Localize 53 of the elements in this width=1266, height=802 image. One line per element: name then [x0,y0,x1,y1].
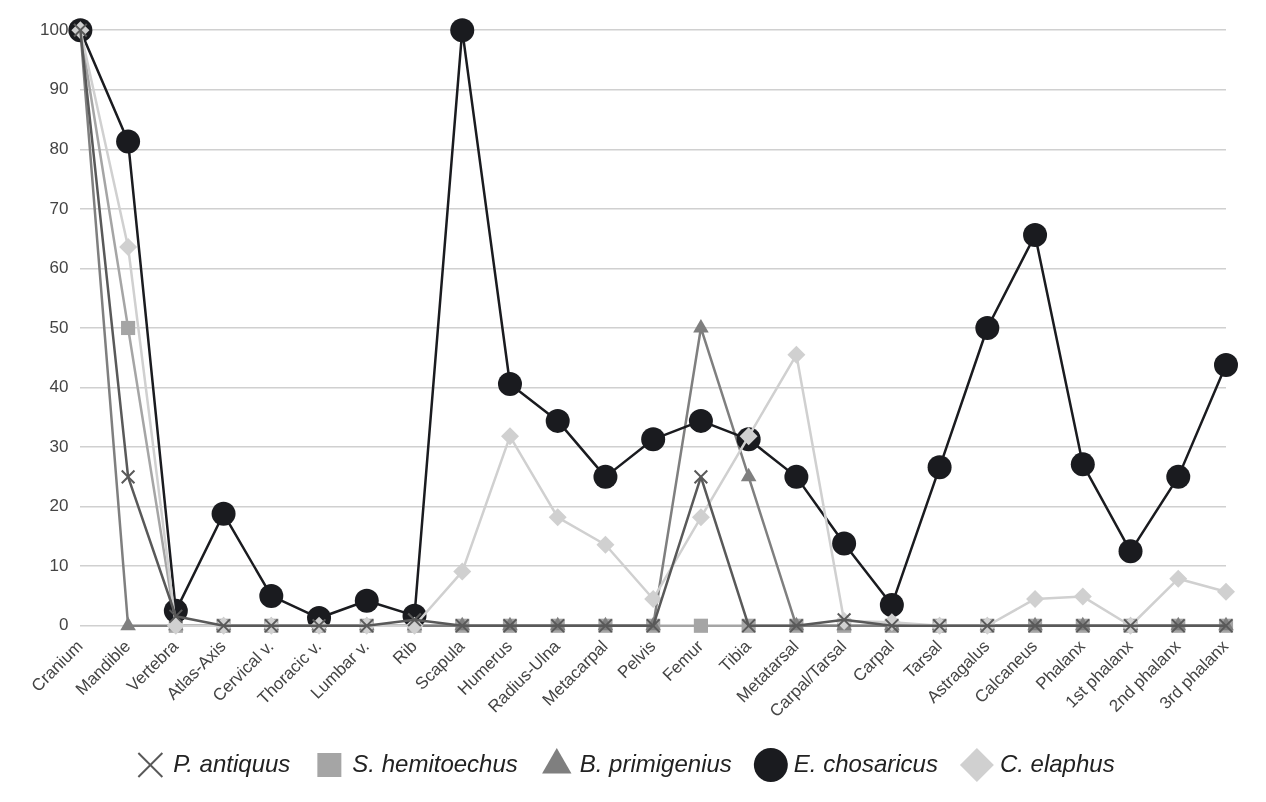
point [1169,569,1188,588]
point [116,129,141,154]
y-tick-label: 10 [49,555,69,575]
point [119,237,138,256]
point [693,469,709,485]
y-tick-label: 100 [39,19,69,39]
legend-label: P. antiquus [173,749,291,777]
point [1217,582,1235,601]
y-tick-label: 20 [49,496,69,516]
point [1166,464,1191,489]
point [450,18,475,43]
point [693,618,708,633]
point [1070,452,1095,477]
y-tick-label: 30 [49,436,69,456]
legend-label: S. hemitoechus [352,749,518,777]
point [1026,589,1045,608]
y-tick-label: 80 [49,139,69,158]
point [832,531,857,556]
point [644,589,663,608]
point [497,371,522,396]
legend-label: B. primigenius [579,749,732,777]
point [787,345,806,364]
y-tick-label: 90 [49,79,69,99]
point [641,427,666,452]
point [593,464,618,489]
point [1118,539,1143,564]
point [453,562,472,581]
point [1214,352,1238,377]
point [120,469,136,485]
point [688,408,713,433]
point [545,408,570,433]
y-tick-label: 40 [49,377,69,397]
point [500,427,519,446]
point [121,320,136,336]
point [691,508,710,527]
point [211,501,236,526]
y-tick-label: 60 [49,258,69,278]
point [548,508,567,527]
point [975,315,1000,340]
point [784,464,809,489]
point [259,583,284,608]
point [927,455,952,480]
y-tick-label: 0 [58,615,69,635]
point [879,592,904,617]
y-tick-label: 50 [49,317,69,337]
point [596,535,615,554]
point [354,588,379,613]
y-tick-label: 70 [49,198,69,218]
x-tick-label: Rib [389,636,421,669]
legend-label: E. chosaricus [793,749,938,777]
point [1023,223,1048,248]
point [1073,587,1092,606]
legend-label: C. elaphus [999,749,1115,777]
